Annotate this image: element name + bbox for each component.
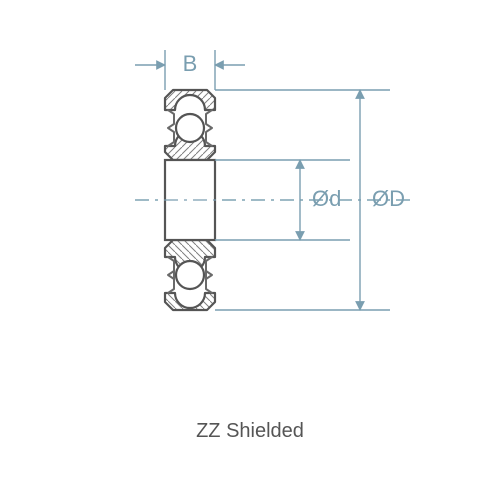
dimension-D-label: ØD [372,186,405,211]
diagram-stage: B Ød ØD ZZ Shielded [0,0,500,500]
shield-top-right [206,110,212,146]
shield-bot-left [168,257,174,293]
shield-top-left [168,110,174,146]
dimension-d-label: Ød [312,186,341,211]
outer-race-bot [165,293,215,310]
ball-bot [176,261,204,289]
dimension-B-label: B [183,51,198,76]
ball-top [176,114,204,142]
shield-bot-right [206,257,212,293]
outer-race-top [165,90,215,110]
diagram-caption: ZZ Shielded [0,420,500,443]
